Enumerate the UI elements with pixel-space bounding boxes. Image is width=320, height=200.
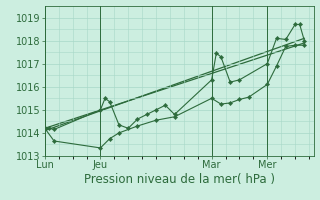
- X-axis label: Pression niveau de la mer( hPa ): Pression niveau de la mer( hPa ): [84, 173, 275, 186]
